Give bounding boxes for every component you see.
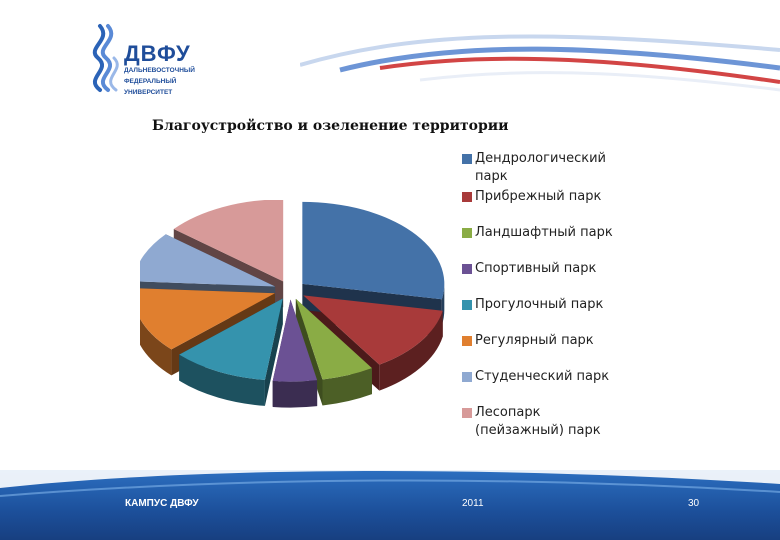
legend-swatch bbox=[462, 336, 472, 346]
pie-slice-7 bbox=[140, 234, 276, 287]
legend-label-line: Прибрежный парк bbox=[475, 189, 602, 204]
legend-swatch bbox=[462, 192, 472, 202]
chart-title: Благоустройство и озеленение территории bbox=[152, 118, 509, 134]
pie-slice-side-2 bbox=[379, 310, 443, 391]
legend-label: Лесопарк (пейзажный) парк bbox=[475, 404, 601, 440]
legend-label: Прибрежный парк bbox=[475, 188, 601, 206]
logo-line-1: ДАЛЬНЕВОСТОЧНЫЙ bbox=[124, 67, 195, 74]
legend-swatch bbox=[462, 264, 472, 274]
legend-label: Регулярный парк bbox=[475, 332, 594, 350]
pie-chart bbox=[140, 200, 445, 408]
legend-item: Дендрологический парк bbox=[462, 150, 652, 186]
pie-slice-8 bbox=[173, 200, 284, 282]
legend-label: Ландшафтный парк bbox=[475, 224, 613, 242]
legend-label-line: Лесопарк bbox=[475, 405, 541, 420]
legend-label-line: Спортивный парк bbox=[475, 261, 597, 276]
legend-item: Прогулочный парк bbox=[462, 296, 652, 314]
dvfu-logo-text: ДВФУ ДАЛЬНЕВОСТОЧНЫЙ ФЕДЕРАЛЬНЫЙ УНИВЕРС… bbox=[124, 41, 195, 97]
legend-swatch bbox=[462, 372, 472, 382]
pie-slice-side-3 bbox=[322, 368, 372, 406]
legend-swatch bbox=[462, 408, 472, 418]
legend-item: Ландшафтный парк bbox=[462, 224, 652, 242]
dvfu-logo-graphic bbox=[92, 24, 119, 92]
legend-label-line: Дендрологический bbox=[475, 151, 606, 166]
legend-label: Спортивный парк bbox=[475, 260, 596, 278]
legend-item: Прибрежный парк bbox=[462, 188, 652, 206]
legend-label: Дендрологический парк bbox=[475, 150, 606, 186]
pie-slice-edge-5-1 bbox=[264, 298, 283, 406]
pie-slice-5 bbox=[179, 298, 283, 380]
logo-line-3: УНИВЕРСИТЕТ bbox=[124, 89, 173, 96]
legend-label-line: парк bbox=[475, 169, 508, 184]
legend-swatch bbox=[462, 228, 472, 238]
pie-slice-side-4 bbox=[272, 380, 318, 408]
pie-slice-2 bbox=[303, 295, 443, 365]
legend-swatch bbox=[462, 154, 472, 164]
logo-line-2: ФЕДЕРАЛЬНЫЙ bbox=[124, 78, 177, 85]
pie-slice-side-5 bbox=[179, 354, 265, 406]
legend-swatch bbox=[462, 300, 472, 310]
pie-slice-1 bbox=[302, 201, 445, 300]
legend-label-line: (пейзажный) парк bbox=[475, 423, 601, 438]
legend-item: Студенческий парк bbox=[462, 368, 652, 386]
footer-campus: КАМПУС ДВФУ bbox=[125, 498, 199, 509]
legend-label: Прогулочный парк bbox=[475, 296, 603, 314]
footer-page-number: 30 bbox=[688, 498, 700, 509]
pie-slice-4 bbox=[272, 299, 318, 382]
footer-wave-decoration bbox=[0, 470, 780, 497]
footer-year: 2011 bbox=[462, 498, 484, 509]
header-swoosh-decoration bbox=[300, 34, 780, 92]
pie-slice-side-6 bbox=[140, 318, 172, 376]
pie-slice-3 bbox=[295, 298, 372, 380]
legend-label-line: Прогулочный парк bbox=[475, 297, 604, 312]
footer-bar bbox=[0, 470, 780, 540]
legend-label-line: Регулярный парк bbox=[475, 333, 594, 348]
legend-item: Спортивный парк bbox=[462, 260, 652, 278]
legend-label-line: Ландшафтный парк bbox=[475, 225, 613, 240]
pie-slice-6 bbox=[140, 288, 275, 350]
legend-item: Регулярный парк bbox=[462, 332, 652, 350]
legend-item: Лесопарк (пейзажный) парк bbox=[462, 404, 652, 440]
legend-label: Студенческий парк bbox=[475, 368, 609, 386]
legend-label-line: Студенческий парк bbox=[475, 369, 610, 384]
logo-abbreviation: ДВФУ bbox=[124, 41, 191, 66]
